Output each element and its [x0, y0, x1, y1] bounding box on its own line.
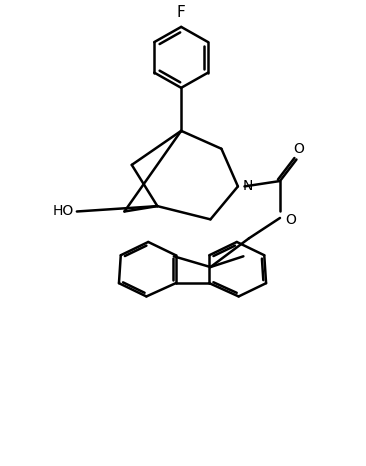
Text: O: O	[293, 142, 304, 156]
Text: O: O	[285, 213, 296, 227]
Text: HO: HO	[53, 205, 74, 219]
Text: F: F	[177, 6, 186, 21]
Text: N: N	[243, 179, 253, 193]
